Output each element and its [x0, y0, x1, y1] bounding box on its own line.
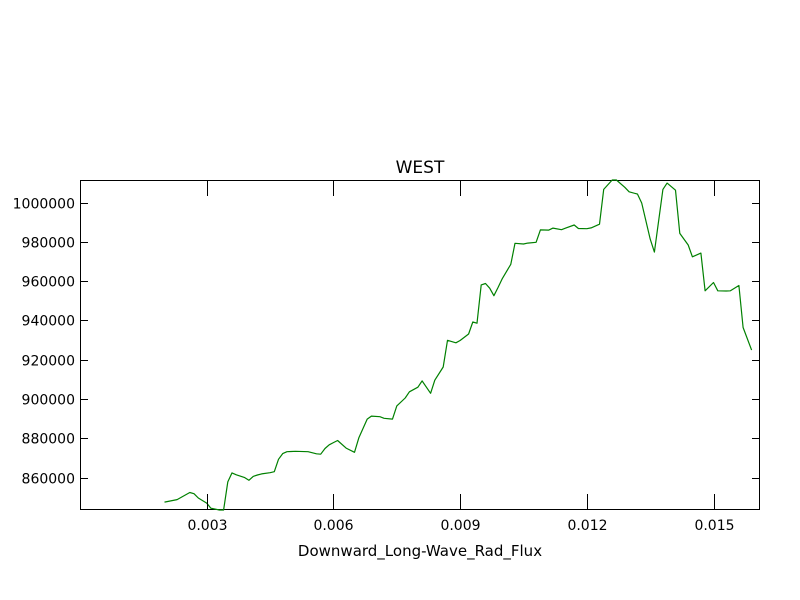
y-tick-label: 940000	[22, 314, 75, 330]
y-axis-ticks: 860000 880000 900000 920000 940000 960000 9800…	[13, 197, 760, 488]
y-tick-label: 1000000	[13, 197, 75, 213]
x-tick-label: 0.009	[440, 518, 480, 534]
y-tick-label: 980000	[22, 236, 75, 252]
x-axis-label: Downward_Long-Wave_Rad_Flux	[298, 542, 542, 561]
y-tick-label: 900000	[22, 393, 75, 409]
y-tick-label: 920000	[22, 354, 75, 370]
x-tick-label: 0.006	[313, 518, 353, 534]
x-tick-label: 0.003	[187, 518, 227, 534]
y-tick-label: 860000	[22, 472, 75, 488]
x-tick-label: 0.012	[567, 518, 607, 534]
series-line-0	[164, 179, 753, 511]
y-tick-label: 960000	[22, 275, 75, 291]
x-axis-ticks: 0.003 0.006 0.009 0.012 0.015	[187, 180, 735, 534]
plot-area	[80, 180, 760, 510]
plot-frame	[80, 180, 760, 510]
x-tick-label: 0.015	[694, 518, 734, 534]
chart-title: WEST	[396, 158, 445, 178]
y-tick-label: 880000	[22, 432, 75, 448]
series-layer	[164, 179, 753, 511]
